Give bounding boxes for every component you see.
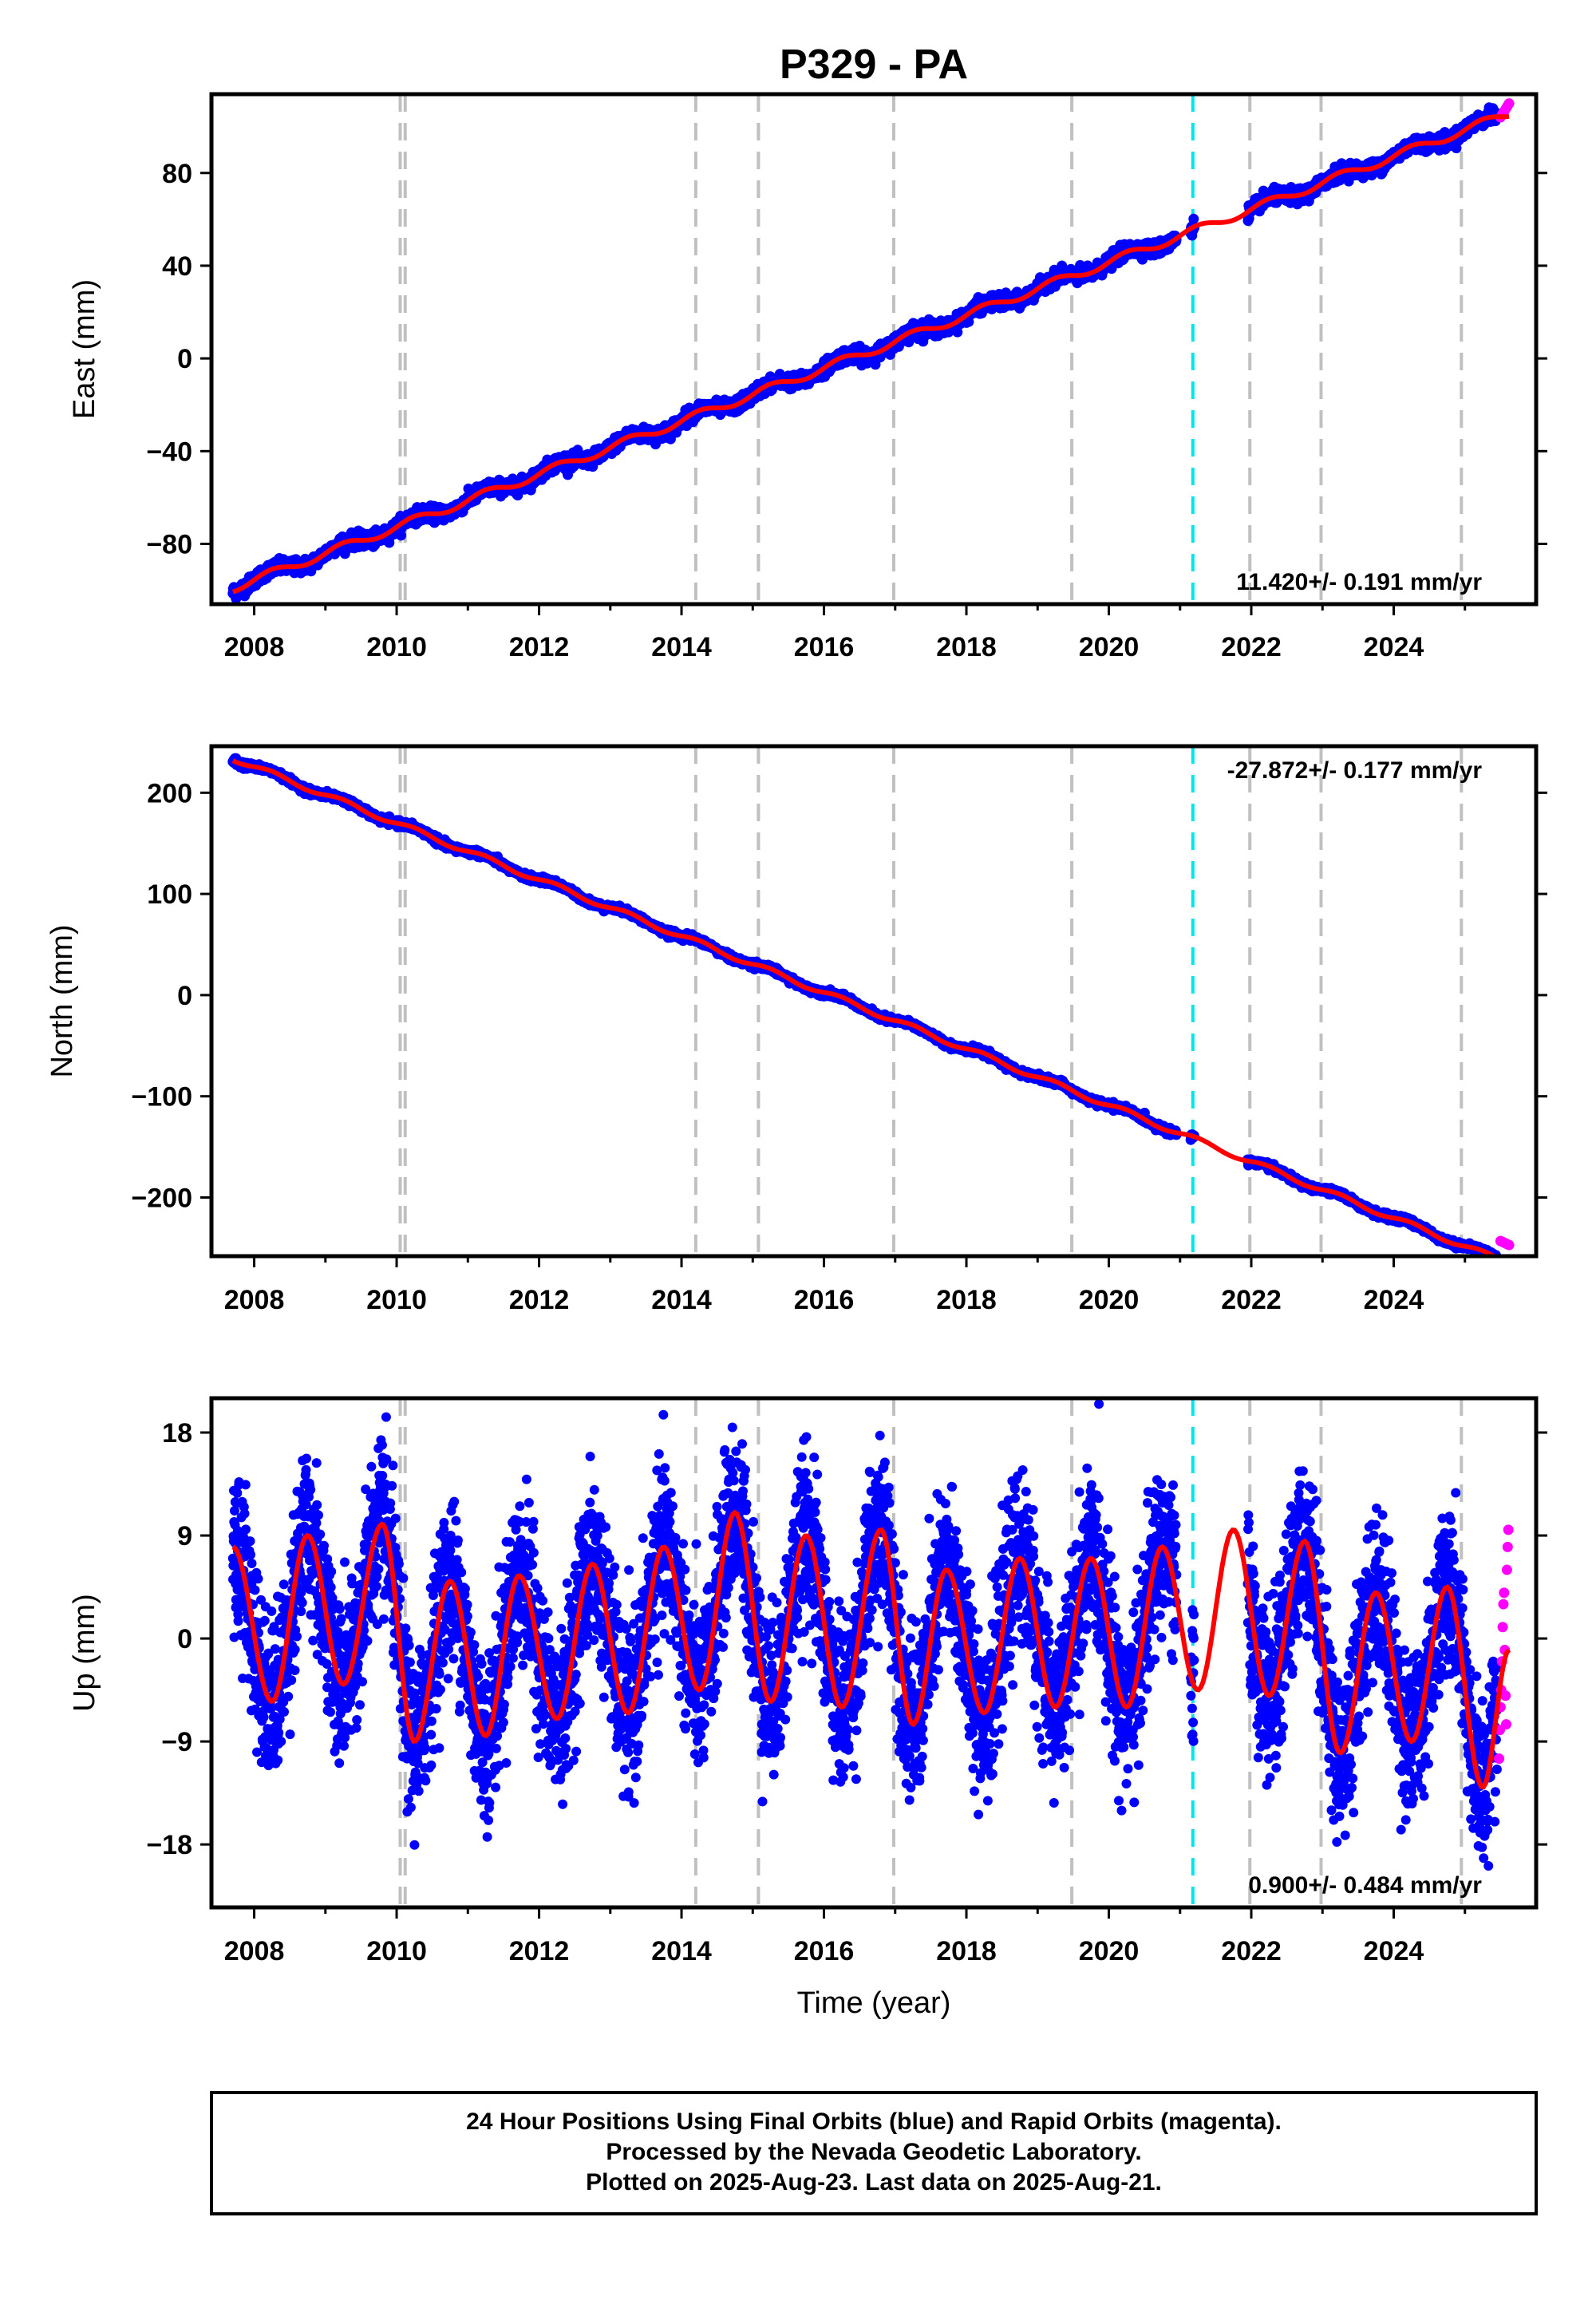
east-y-axis-title: East (mm): [68, 279, 101, 419]
east-frame: [209, 92, 1539, 607]
x-tick-label: 2008: [224, 632, 285, 662]
north-panel: 2008 2010 2012 2014 2016 2018 2020 2022 2024−200…: [45, 744, 1547, 1315]
x-tick-label: 2016: [794, 632, 855, 662]
y-tick-label: 40: [162, 251, 192, 282]
x-tick-label: 2018: [936, 632, 997, 662]
north-plot-area: [227, 746, 1515, 1256]
rapid-orbit-point: [1503, 98, 1515, 109]
y-tick-label: 0: [177, 344, 192, 374]
east-panel: 2008 2010 2012 2014 2016 2018 2020 2022 2024 −80 −…: [68, 92, 1547, 662]
east-plot-area: [227, 94, 1515, 604]
x-tick-label: 2020: [1079, 632, 1140, 662]
y-tick-label: −40: [146, 437, 192, 467]
final-orbit-point: [1188, 213, 1199, 224]
east-rate-label: 11.420+/- 0.191 mm/yr: [1236, 569, 1482, 595]
y-tick-label: −80: [146, 529, 192, 559]
y-tick-label: 80: [162, 159, 192, 189]
x-tick-label: 2010: [366, 632, 427, 662]
x-tick-label: 2012: [509, 632, 570, 662]
figure-title: P329 - PA: [780, 41, 968, 88]
x-tick-label: 2022: [1221, 632, 1282, 662]
x-tick-label: 2024: [1364, 632, 1424, 662]
x-tick-label: 2014: [651, 632, 712, 662]
east-model-fit-line: [232, 113, 1510, 595]
final-orbit-point: [384, 537, 395, 548]
